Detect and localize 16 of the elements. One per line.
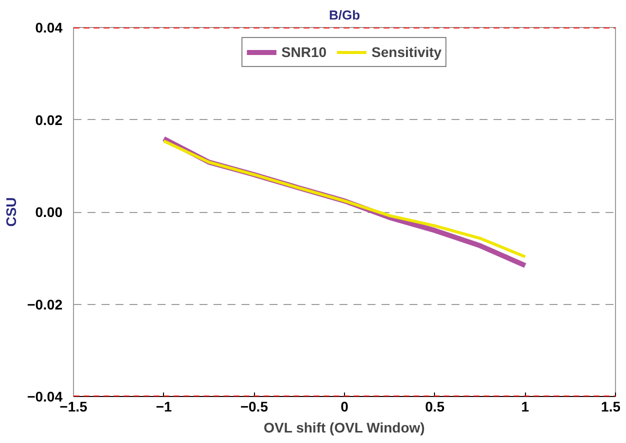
- x-tick-label: 1.5: [601, 398, 621, 414]
- y-axis-title: CSU: [3, 197, 20, 227]
- chart-title: B/Gb: [328, 8, 360, 22]
- legend-label: SNR10: [281, 44, 327, 60]
- x-tick-label: 0: [340, 398, 349, 414]
- x-tick-label: 1: [521, 398, 530, 414]
- y-tick-label: −0.04: [27, 388, 63, 404]
- legend-label: Sensitivity: [372, 44, 442, 60]
- y-tick-label: 0.00: [35, 204, 63, 220]
- x-axis-title: OVL shift (OVL Window): [264, 420, 425, 436]
- x-tick-label: −1: [156, 398, 172, 414]
- y-tick-label: 0.02: [35, 112, 63, 128]
- y-tick-label: 0.04: [35, 20, 63, 36]
- y-tick-label: −0.02: [27, 296, 63, 312]
- x-tick-label: 0.5: [425, 398, 445, 414]
- x-tick-label: −0.5: [240, 398, 268, 414]
